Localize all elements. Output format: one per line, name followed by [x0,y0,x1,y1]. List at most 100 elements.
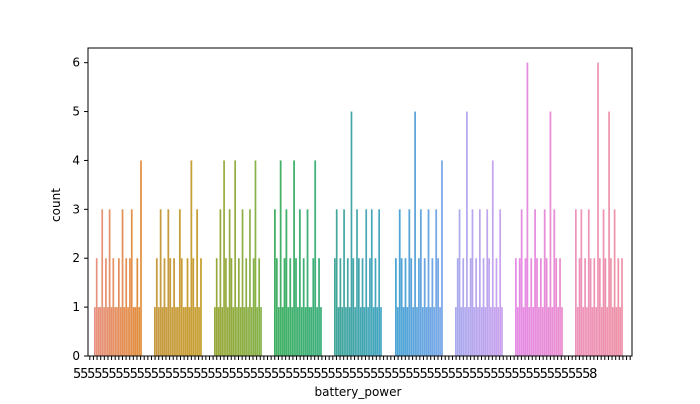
chart-bar [429,307,432,356]
chart-bar [260,307,262,356]
chart-bar [522,307,525,356]
chart-bar [536,258,538,356]
chart-bar [486,209,489,356]
chart-bar [466,111,468,356]
chart-bar [358,258,360,356]
chart-bar [480,307,483,356]
chart-bar [289,258,292,356]
chart-bar [475,258,478,356]
chart-bar [165,307,168,356]
chart-bar [437,258,440,356]
chart-bar [462,258,465,356]
chart-bar [593,258,596,356]
chart-bar [396,307,399,356]
chart-bar [597,62,599,357]
chart-bar [316,307,319,356]
chart-bar [419,209,422,356]
chart-bar [348,307,351,356]
chart-bar [404,258,407,356]
chart-bar [236,307,238,356]
chart-bar [320,307,322,356]
chart-bar [337,307,340,356]
chart-bar [541,307,544,356]
chart-bar [421,307,424,356]
chart-bar [482,258,485,356]
chart-bar [369,258,371,356]
x-tick-labels: 5555555555555555555555555555555555555555… [73,367,597,382]
chart-bar [584,258,586,356]
chart-bar [138,307,141,356]
y-tick-label: 2 [72,251,80,265]
chart-bar [587,209,590,356]
chart-bar [433,307,436,356]
chart-bar [367,307,369,356]
chart-bar [274,209,276,356]
chart-bar [157,307,160,356]
chart-bar [112,258,115,356]
chart-bar [356,209,358,356]
chart-bar [214,307,216,356]
chart-bar [178,209,181,356]
chart-bar [182,307,185,356]
axes-layer: 0 1 2 3 4 5 6 555555555555555555555555555555555… [72,47,633,382]
chart-bar [194,307,197,356]
chart-bar [97,307,100,356]
chart-bar [406,307,409,356]
chart-bar [314,160,317,356]
chart-bar [515,258,517,356]
y-tick-label: 5 [72,105,80,119]
chart-bar [175,307,177,356]
chart-bar [608,111,610,356]
chart-bar [226,307,229,356]
chart-bar [130,209,133,356]
chart-bar [441,160,443,356]
chart-bar [458,209,461,356]
chart-bar [155,258,158,356]
chart-bar [106,307,109,356]
chart-bar [559,258,561,356]
chart-bar [520,209,523,356]
chart-bar [103,307,105,356]
chart-bar [200,258,202,356]
chart-bar [118,258,120,356]
chart-bar [518,258,521,356]
chart-bar [551,307,554,356]
chart-bar [532,307,535,356]
chart-bar [310,307,313,356]
chart-bar [553,209,556,356]
chart-bar [169,258,172,356]
chart-bar [346,258,349,356]
chart-bar [412,307,415,356]
chart-bar [425,307,428,356]
chart-bar [254,160,257,356]
chart-bar [281,307,284,356]
chart-bar [239,307,242,356]
chart-bar [250,307,253,356]
chart-bar [295,258,297,356]
chart-bar [154,307,156,356]
chart-bar [479,209,481,356]
chart-bar [586,307,588,356]
chart-bar [167,209,170,356]
chart-bar [245,258,248,356]
chart-bar [354,307,357,356]
chart-bar [94,307,96,356]
chart-bar [159,209,162,356]
chart-bar [469,258,472,356]
chart-bar [495,258,498,356]
chart-bar [491,160,494,356]
chart-bar [312,258,315,356]
chart-bar [279,160,282,356]
chart-bar [557,307,560,356]
chart-bar [600,307,603,356]
chart-bar [602,209,605,356]
chart-bar [582,307,585,356]
chart-bar [114,307,117,356]
chart-bar [123,307,126,356]
chart-bar [530,258,533,356]
chart-bar [621,258,623,356]
chart-bar [528,307,531,356]
chart-bar [606,307,609,356]
chart-bar [617,258,620,356]
chart-bar [427,209,430,356]
